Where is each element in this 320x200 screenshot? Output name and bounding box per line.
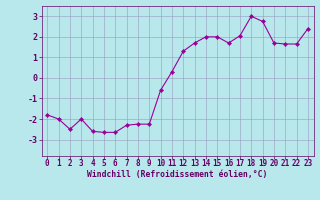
X-axis label: Windchill (Refroidissement éolien,°C): Windchill (Refroidissement éolien,°C)	[87, 170, 268, 179]
